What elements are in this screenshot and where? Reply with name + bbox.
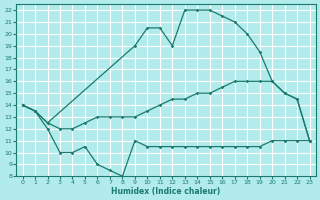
X-axis label: Humidex (Indice chaleur): Humidex (Indice chaleur)	[111, 187, 221, 196]
